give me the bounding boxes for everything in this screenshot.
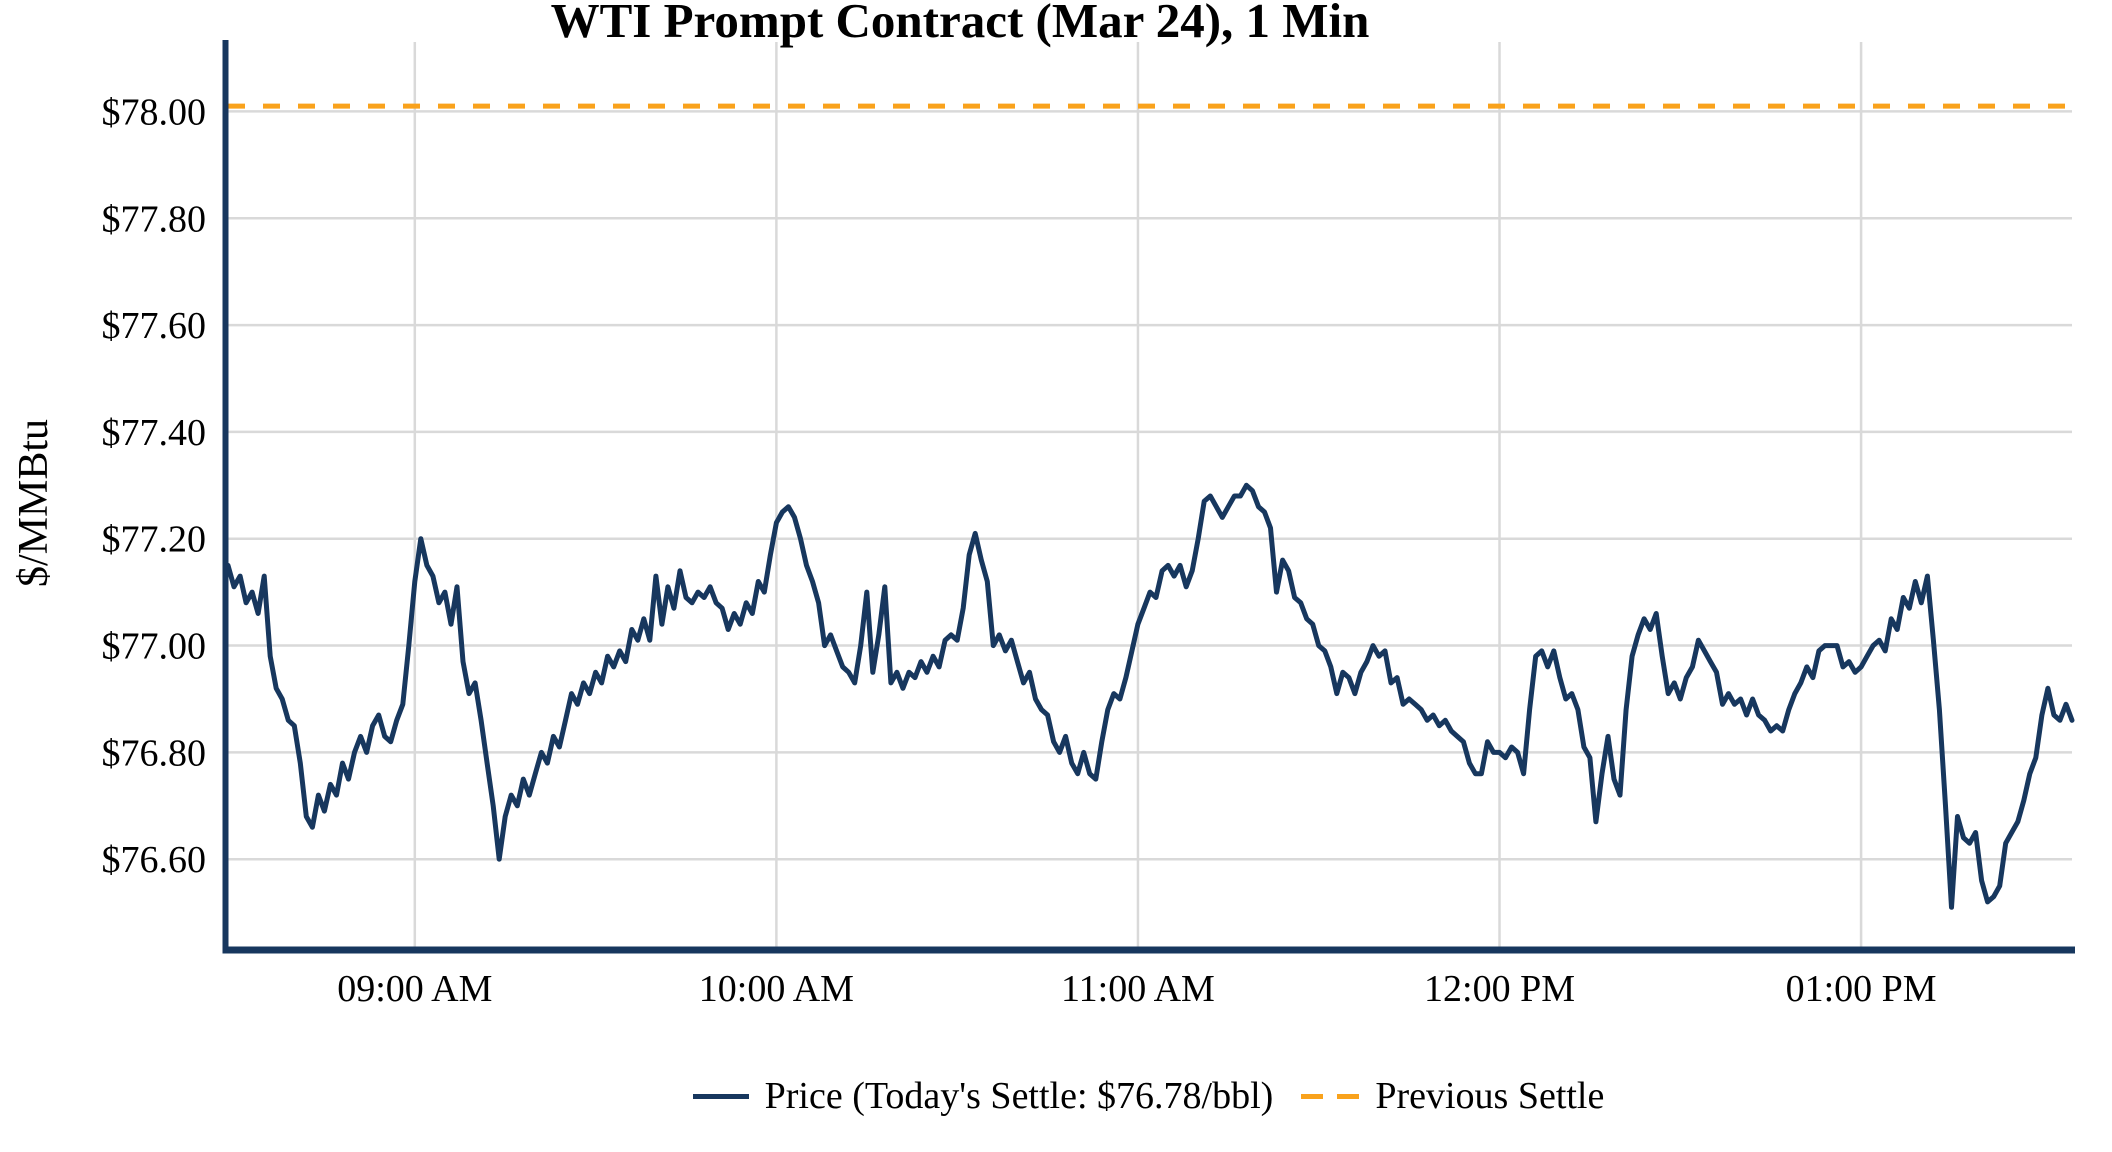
chart-legend: Price (Today's Settle: $76.78/bbl) Previ…: [225, 1070, 2072, 1122]
y-tick-label: $77.60: [102, 305, 207, 347]
legend-previous-settle-label: Previous Settle: [1375, 1075, 1605, 1117]
y-tick-label: $76.80: [102, 732, 207, 774]
y-tick-label: $77.40: [102, 412, 207, 454]
y-tick-label: $77.80: [102, 198, 207, 240]
x-tick-label: 09:00 AM: [337, 968, 492, 1010]
legend-item-previous-settle: Previous Settle: [1301, 1074, 1604, 1118]
price-line-series: [225, 482, 2075, 910]
x-tick-label: 10:00 AM: [699, 968, 854, 1010]
y-tick-label: $76.60: [102, 839, 207, 881]
y-tick-label: $77.00: [102, 626, 207, 668]
y-tick-label: $77.20: [102, 519, 207, 561]
x-tick-label: 01:00 PM: [1786, 968, 1937, 1010]
y-tick-label: $78.00: [102, 91, 207, 133]
price-line-swatch-icon: [692, 1093, 749, 1099]
previous-settle-dashed-swatch-icon: [1301, 1093, 1360, 1099]
x-tick-label: 11:00 AM: [1061, 968, 1215, 1010]
chart-title: WTI Prompt Contract (Mar 24), 1 Min: [550, 0, 1370, 48]
legend-item-price: Price (Today's Settle: $76.78/bbl): [692, 1074, 1274, 1118]
legend-price-label: Price (Today's Settle: $76.78/bbl): [764, 1075, 1274, 1117]
x-tick-label: 12:00 PM: [1424, 968, 1575, 1010]
